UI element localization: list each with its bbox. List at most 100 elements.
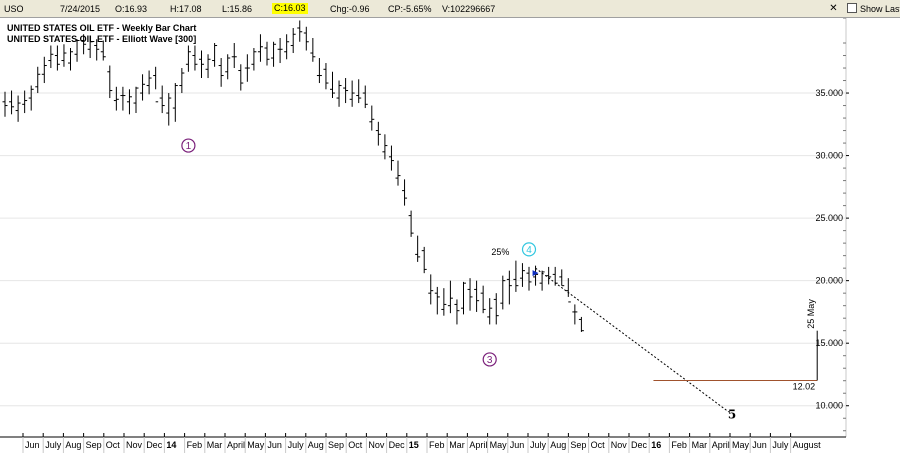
ohlc-bar [303,26,309,51]
x-tick-label: 16 [651,440,661,450]
y-tick-label: 25.000 [815,213,843,223]
low-value: L:15.86 [222,4,253,14]
symbol-label: USO [4,4,24,14]
ohlc-bar [474,280,480,312]
ohlc-bar [205,54,211,79]
ohlc-bar [100,40,106,61]
ohlc-bar [513,260,519,292]
x-tick-label: Aug [308,440,324,450]
ohlc-bar [61,44,67,67]
ohlc-bar [395,160,401,186]
y-tick-label: 35.000 [815,88,843,98]
ohlc-bar [179,68,185,94]
x-tick-label: May [732,440,750,450]
ohlc-bar [87,35,93,59]
x-tick-label: Feb [187,440,203,450]
x-tick-label: Feb [429,440,445,450]
x-tick-label: Nov [126,440,143,450]
y-tick-label: 30.000 [815,151,843,161]
ohlc-bar [120,86,126,111]
x-tick-label: Oct [591,440,606,450]
show-last-label: Show Last [860,4,900,14]
ohlc-bar [22,90,28,114]
x-tick-label: Aug [65,440,81,450]
wave-1-marker: 1 [181,138,196,153]
gridlines [0,92,846,407]
show-last-toggle[interactable]: Show Last [847,3,900,14]
x-tick-label: Jun [267,440,282,450]
wave-5-projection-line [535,267,730,413]
ohlc-bar [48,45,54,69]
ohlc-bar [68,48,73,71]
ohlc-bar [297,20,303,42]
high-value: H:17.08 [170,4,202,14]
ohlc-bar [159,85,165,114]
ohlc-bar [375,121,381,146]
ohlc-bar [415,235,421,262]
ohlc-bar [212,43,218,67]
x-tick-label: Sep [86,440,102,450]
ohlc-bar [257,34,263,62]
ohlc-bar [244,54,250,82]
x-tick-label: Sep [570,440,586,450]
ohlc-bar [565,278,571,303]
ohlc-bar [94,39,100,61]
x-tick-label: 14 [166,440,176,450]
ohlc-bar [441,288,447,316]
ohlc-bar [519,263,525,287]
ohlc-bar [35,66,41,94]
x-tick-label: 15 [409,440,419,450]
open-value: O:16.93 [115,4,148,14]
volume-value: V:102296667 [442,4,496,14]
ohlc-bar [434,286,440,315]
ohlc-bar [290,28,296,54]
ohlc-bar [146,70,152,95]
wave-4-marker-icon [532,270,539,277]
x-tick-label: May [490,440,508,450]
ohlc-bar [369,105,375,131]
change-value: Chg:-0.96 [330,4,370,14]
x-tick-label: Nov [368,440,385,450]
change-percent-value: CP:-5.65% [388,4,432,14]
ohlc-bar [578,316,584,332]
ohlc-bar [9,90,15,115]
ohlc-bar [185,45,191,72]
x-tick-label: Nov [611,440,628,450]
x-tick-label: Mar [692,440,708,450]
show-last-checkbox[interactable] [847,3,857,13]
ohlc-bar [192,45,198,71]
ohlc-bar [454,299,460,325]
ohlc-bar [559,269,565,287]
ohlc-bar [225,54,231,80]
ohlc-bar [356,79,362,104]
chart-title-line-2: UNITED STATES OIL ETF - Elliott Wave [30… [7,34,196,44]
chart-title-line-1: UNITED STATES OIL ETF - Weekly Bar Chart [7,23,196,33]
ohlc-bar [199,50,204,79]
wave-1-label: 1 [186,141,192,152]
wave-circle [521,242,537,257]
ohlc-bar [238,64,244,91]
x-tick-label: May [247,440,265,450]
ohlc-bar [126,89,132,115]
ohlc-bar [428,274,434,305]
ohlc-bar [506,270,512,305]
ohlc-bar [264,41,270,66]
ohlc-bar [81,34,87,55]
wave-5-label: 5 [728,407,736,421]
close-icon[interactable]: ✕ [829,3,838,14]
ohlc-bar [316,58,322,84]
ohlc-bar [231,43,237,69]
ohlc-bar [218,58,224,87]
x-tick-label: Mar [449,440,465,450]
wave-3-label: 3 [487,355,493,366]
ohlc-bar [539,270,545,291]
y-tick-label: 15.000 [815,338,843,348]
x-tick-label: July [772,440,789,450]
close-value: C:16.03 [272,3,308,14]
x-tick-label: April [712,440,730,450]
x-tick-label: April [227,440,245,450]
x-tick-label: Mar [207,440,223,450]
x-tick-label: Dec [389,440,406,450]
symbol-toolbar: USO 7/24/2015 O:16.93 H:17.08 L:15.86 C:… [0,0,900,18]
